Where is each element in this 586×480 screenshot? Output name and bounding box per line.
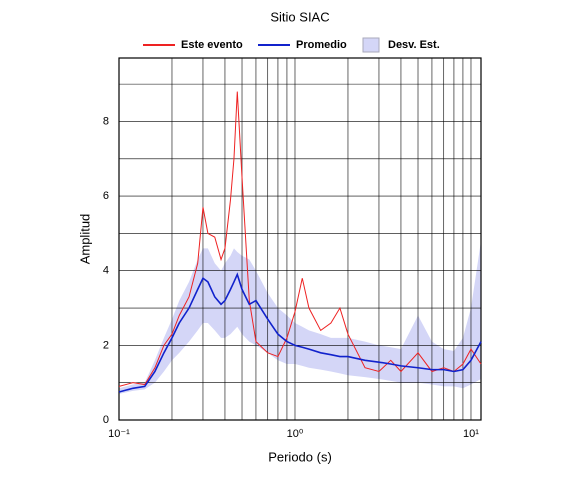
y-tick-label: 6 xyxy=(103,190,109,202)
y-tick-label: 8 xyxy=(103,115,109,127)
legend-label: Desv. Est. xyxy=(388,39,440,51)
y-tick-label: 2 xyxy=(103,339,109,351)
y-tick-label: 0 xyxy=(103,414,109,426)
x-tick-label: 10⁰ xyxy=(287,428,304,440)
chart-title: Sitio SIAC xyxy=(270,9,329,24)
x-axis-label: Periodo (s) xyxy=(268,449,332,464)
plot-frame xyxy=(118,57,482,421)
legend-label: Este evento xyxy=(181,39,243,51)
series-line xyxy=(118,272,482,393)
y-axis-label: Amplitud xyxy=(77,214,92,265)
x-tick-label: 10⁻¹ xyxy=(108,428,130,440)
std-band xyxy=(119,240,481,394)
x-tick-label: 10¹ xyxy=(463,428,479,440)
legend-label: Promedio xyxy=(296,39,347,51)
series-line xyxy=(118,91,482,387)
legend-swatch xyxy=(362,37,380,53)
y-tick-label: 4 xyxy=(103,265,109,277)
